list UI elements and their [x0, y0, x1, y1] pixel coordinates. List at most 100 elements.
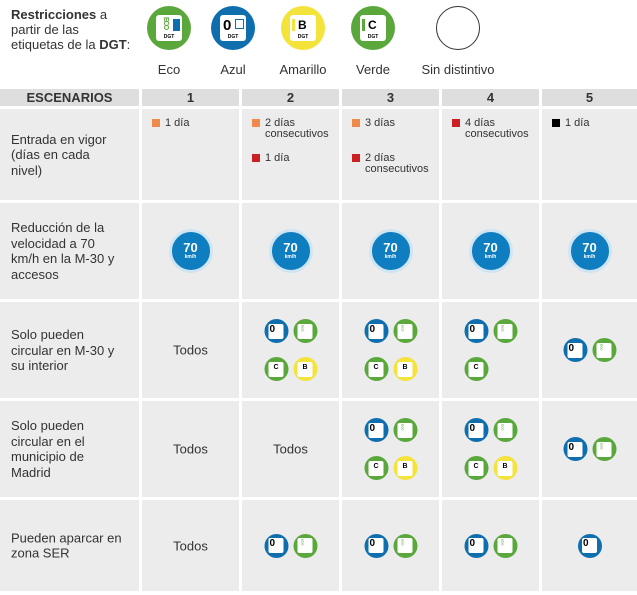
eco-label-icon: ECO — [493, 418, 517, 442]
allowed-labels: 0 ECO — [364, 533, 417, 558]
black-square-icon — [552, 119, 560, 127]
legend-label: Verde — [356, 62, 390, 77]
entry-item: 1 día — [152, 118, 189, 129]
verde-label-icon: C — [364, 456, 388, 480]
azul-label-icon: 0 — [264, 533, 288, 558]
eco-label-icon: ECO — [393, 319, 417, 343]
speed-limit-icon: 70 km/h — [368, 229, 413, 273]
amarillo-label-icon: B — [393, 357, 417, 381]
azul-label-icon: 0 — [364, 319, 388, 343]
verde-label-icon: C — [364, 357, 388, 381]
row-label-entrada: Entrada en vigor (días en cada nivel) — [11, 131, 107, 178]
title-bold: Restricciones — [11, 7, 97, 22]
header-col-2: 2 — [242, 89, 339, 106]
eco-label-icon: ECO — [293, 533, 317, 558]
legend-label: Eco — [157, 62, 181, 77]
title-colon: : — [126, 37, 131, 52]
azul-label-icon: 0 — [464, 533, 488, 558]
speed-limit-icon: 70 km/h — [268, 229, 313, 273]
speed-limit-icon: 70 km/h — [168, 229, 213, 273]
entry-item: 2 días consecutivos — [352, 153, 432, 175]
verde-label-icon: C — [264, 357, 288, 381]
table-row: Solo pueden circular en M-30 y su interi… — [0, 302, 637, 401]
row-label-municipio: Solo pueden circular en el municipio de … — [11, 418, 85, 480]
eco-label-icon: ECO — [592, 338, 616, 362]
azul-label-icon: 0 — [364, 533, 388, 558]
amarillo-label-icon: B — [393, 456, 417, 480]
allowed-labels: 0 ECO — [264, 533, 317, 558]
allowed-labels: 0 ECO C B — [364, 319, 417, 381]
azul-label-icon: 0 — [563, 338, 587, 362]
row-label-aparcar: Pueden aparcar en zona SER — [11, 530, 122, 561]
table-row: Entrada en vigor (días en cada nivel) 1 … — [0, 109, 637, 203]
amarillo-label-icon: B — [493, 456, 517, 480]
entry-item: 4 días consecutivos — [452, 118, 532, 140]
allowed-labels: 0 ECO — [563, 437, 616, 461]
page-title: Restricciones a partir de las etiquetas … — [11, 7, 133, 52]
legend-azul: 0 DGT Azul — [198, 6, 268, 77]
legend-label: Azul — [220, 62, 246, 77]
allowed-labels: 0 ECO C B — [464, 418, 517, 480]
header-col-1: 1 — [142, 89, 239, 106]
title-rest: a partir de las etiquetas de la — [11, 7, 108, 52]
todos-text: Todos — [173, 441, 208, 457]
title-dgt: DGT — [99, 37, 127, 52]
allowed-labels: 0 — [577, 533, 602, 558]
table-row: Reducción de la velocidad a 70 km/h en l… — [0, 203, 637, 302]
red-square-icon — [252, 154, 260, 162]
no-label-icon — [436, 6, 480, 50]
azul-label-icon: 0 — [264, 319, 288, 343]
allowed-labels: 0 ECO C — [464, 319, 517, 381]
eco-label-icon: ECO — [393, 418, 417, 442]
entry-item: 2 días consecutivos — [252, 118, 332, 140]
azul-label-icon: 0 — [364, 418, 388, 442]
row-label-m30: Solo pueden circular en M-30 y su interi… — [11, 326, 115, 373]
verde-label-icon: C — [464, 456, 488, 480]
legend-sin-distintivo: Sin distintivo — [408, 6, 508, 77]
allowed-labels: 0 ECO C B — [364, 418, 417, 480]
allowed-labels: 0 ECO — [563, 338, 616, 362]
azul-label-icon: 0 — [464, 418, 488, 442]
eco-label-icon: ECO DGT — [147, 6, 191, 50]
row-label-reduccion: Reducción de la velocidad a 70 km/h en l… — [11, 220, 115, 282]
header-col-4: 4 — [442, 89, 539, 106]
entry-item: 1 día — [552, 118, 589, 129]
speed-limit-icon: 70 km/h — [567, 229, 612, 273]
azul-label-icon: 0 — [577, 533, 602, 558]
legend-eco: ECO DGT Eco — [140, 6, 198, 77]
header-escenarios: ESCENARIOS — [0, 89, 139, 106]
azul-label-icon: 0 — [464, 319, 488, 343]
legend: ECO DGT Eco 0 DGT Azul B DGT Amarillo — [140, 6, 508, 77]
scenarios-table: ESCENARIOS 1 2 3 4 5 Entrada en vigor (d… — [0, 89, 637, 594]
red-square-icon — [352, 154, 360, 162]
red-square-icon — [452, 119, 460, 127]
azul-label-icon: 0 DGT — [211, 6, 255, 50]
eco-label-icon: ECO — [493, 319, 517, 343]
header-col-3: 3 — [342, 89, 439, 106]
todos-text: Todos — [273, 441, 308, 457]
todos-text: Todos — [173, 342, 208, 358]
eco-label-icon: ECO — [393, 533, 417, 558]
allowed-labels: 0 ECO C B — [264, 319, 317, 381]
table-row: Solo pueden circular en el municipio de … — [0, 401, 637, 500]
legend-label: Amarillo — [279, 62, 327, 77]
eco-label-icon: ECO — [493, 533, 517, 558]
verde-label-icon: C — [464, 357, 488, 381]
allowed-labels: 0 ECO — [464, 533, 517, 558]
entry-item: 3 días — [352, 118, 395, 129]
amarillo-label-icon: B DGT — [281, 6, 325, 50]
table-header: ESCENARIOS 1 2 3 4 5 — [0, 89, 637, 109]
todos-text: Todos — [173, 538, 208, 553]
legend-label: Sin distintivo — [421, 62, 495, 77]
orange-square-icon — [252, 119, 260, 127]
legend-verde: C DGT Verde — [338, 6, 408, 77]
azul-label-icon: 0 — [563, 437, 587, 461]
verde-label-icon: C DGT — [351, 6, 395, 50]
eco-label-icon: ECO — [293, 319, 317, 343]
amarillo-label-icon: B — [293, 357, 317, 381]
header-col-5: 5 — [542, 89, 637, 106]
legend-amarillo: B DGT Amarillo — [268, 6, 338, 77]
eco-label-icon: ECO — [592, 437, 616, 461]
entry-item: 1 día — [252, 153, 289, 164]
